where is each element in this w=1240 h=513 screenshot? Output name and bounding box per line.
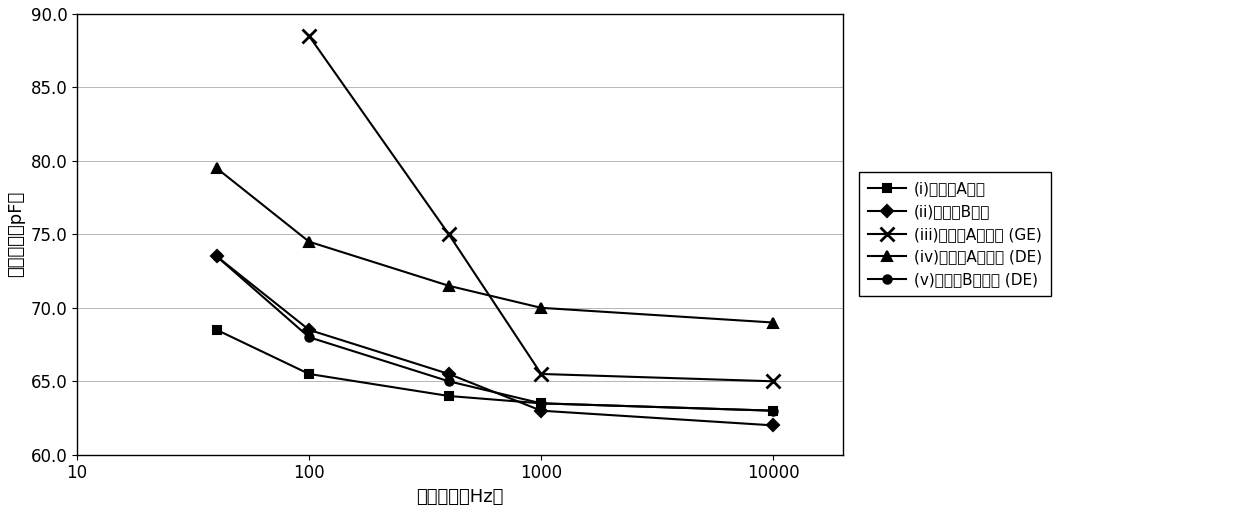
(v)润滑油B劣化油 (DE) <box>533 400 548 406</box>
(iv)润滑油A劣化油 (DE) <box>301 239 316 245</box>
(v)润滑油B劣化油 (DE) <box>210 253 224 260</box>
(iv)润滑油A劣化油 (DE) <box>210 165 224 171</box>
(iv)润滑油A劣化油 (DE) <box>766 320 781 326</box>
(i)润滑油A新油 <box>766 408 781 414</box>
Legend: (i)润滑油A新油, (ii)润滑油B新油, (iii)润滑油A劣化油 (GE), (iv)润滑油A劣化油 (DE), (v)润滑油B劣化油 (DE): (i)润滑油A新油, (ii)润滑油B新油, (iii)润滑油A劣化油 (GE)… <box>858 172 1050 297</box>
(ii)润滑油B新油 <box>210 253 224 260</box>
(ii)润滑油B新油 <box>441 371 456 377</box>
(iv)润滑油A劣化油 (DE) <box>533 305 548 311</box>
Line: (ii)润滑油B新油: (ii)润滑油B新油 <box>212 252 777 429</box>
(ii)润滑油B新油 <box>766 422 781 428</box>
(iii)润滑油A劣化油 (GE) <box>441 231 456 238</box>
(ii)润滑油B新油 <box>533 408 548 414</box>
(i)润滑油A新油 <box>210 327 224 333</box>
Y-axis label: 电容成分（pF）: 电容成分（pF） <box>7 191 25 278</box>
(v)润滑油B劣化油 (DE) <box>441 378 456 384</box>
(iii)润滑油A劣化油 (GE) <box>533 371 548 377</box>
(ii)润滑油B新油 <box>301 327 316 333</box>
X-axis label: 测定频率（Hz）: 测定频率（Hz） <box>417 488 503 506</box>
Line: (iii)润滑油A劣化油 (GE): (iii)润滑油A劣化油 (GE) <box>303 29 780 388</box>
Line: (v)润滑油B劣化油 (DE): (v)润滑油B劣化油 (DE) <box>212 252 777 415</box>
Line: (i)润滑油A新油: (i)润滑油A新油 <box>212 326 777 415</box>
(i)润滑油A新油 <box>441 393 456 399</box>
(iii)润滑油A劣化油 (GE) <box>301 33 316 39</box>
Line: (iv)润滑油A劣化油 (DE): (iv)润滑油A劣化油 (DE) <box>212 163 779 327</box>
(iv)润滑油A劣化油 (DE) <box>441 283 456 289</box>
(v)润滑油B劣化油 (DE) <box>301 334 316 340</box>
(v)润滑油B劣化油 (DE) <box>766 408 781 414</box>
(iii)润滑油A劣化油 (GE) <box>766 378 781 384</box>
(i)润滑油A新油 <box>533 400 548 406</box>
(i)润滑油A新油 <box>301 371 316 377</box>
